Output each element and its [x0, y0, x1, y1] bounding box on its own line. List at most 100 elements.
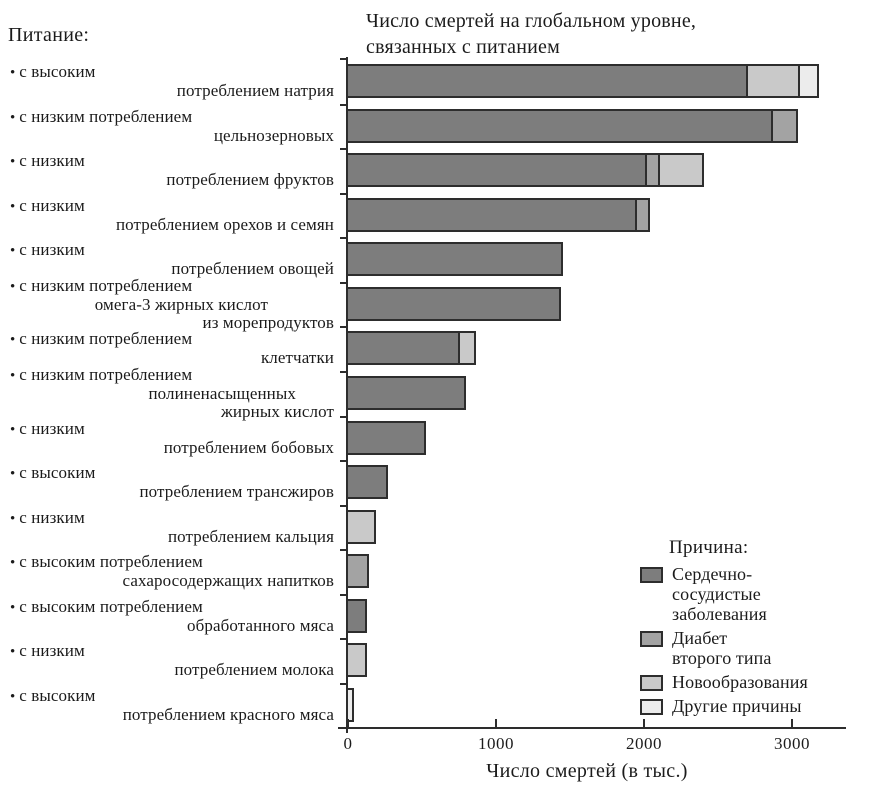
bar-segment — [635, 198, 650, 232]
y-axis-tick — [340, 594, 348, 596]
bar-row — [346, 643, 367, 677]
category-label-line: обработанного мяса — [187, 616, 334, 635]
bar-segment — [346, 554, 369, 588]
legend-swatch — [640, 631, 663, 647]
bar-segment — [346, 287, 561, 321]
chart-title: Число смертей на глобальном уровне, связ… — [366, 8, 866, 60]
x-axis-tick — [495, 719, 497, 727]
bar-segment — [346, 643, 367, 677]
legend-swatch — [640, 567, 663, 583]
y-axis-tick — [340, 282, 348, 284]
bar-row — [346, 242, 563, 276]
category-label-line: омега-3 жирных кислот — [94, 295, 268, 314]
category-label-line: жирных кислот — [220, 402, 334, 421]
bar-segment — [346, 109, 773, 143]
bar-row — [346, 153, 704, 187]
category-label-line: сахаросодержащих напитков — [122, 571, 334, 590]
legend-item: Сердечно- сосудистые заболевания — [640, 564, 865, 624]
y-axis-tick — [340, 460, 348, 462]
x-axis-tick — [791, 719, 793, 727]
legend-item: Новообразования — [640, 672, 865, 692]
category-label: с низким потреблениемполиненасыщенныхжир… — [0, 366, 340, 421]
legend-item: Диабет второго типа — [640, 628, 865, 668]
bar-segment — [346, 688, 354, 722]
category-label-line: с низким — [0, 197, 340, 216]
x-axis-tick-label: 2000 — [626, 734, 662, 753]
bar-row — [346, 421, 426, 455]
bar-row — [346, 465, 388, 499]
legend-item-label: Сердечно- сосудистые заболевания — [672, 564, 767, 624]
category-label-line: с высоким потреблением — [0, 598, 340, 617]
bar-segment — [346, 331, 460, 365]
legend-swatch — [640, 699, 663, 715]
category-label-line: с низким — [0, 152, 340, 171]
y-axis-tick — [340, 148, 348, 150]
x-axis-tick-label: 0 — [343, 734, 353, 753]
legend-swatch — [640, 675, 663, 691]
category-label-line: потреблением красного мяса — [122, 705, 334, 724]
y-axis-tick — [340, 416, 348, 418]
category-label-line: с низким потреблением — [0, 330, 340, 349]
category-label-line: с высоким потреблением — [0, 553, 340, 572]
category-label-line: с низким — [0, 420, 340, 439]
bar-segment — [346, 64, 748, 98]
y-axis-tick — [340, 371, 348, 373]
bar-segment — [771, 109, 798, 143]
bar-row — [346, 510, 376, 544]
bar-segment — [346, 198, 637, 232]
bar-row — [346, 376, 466, 410]
category-label-line: с низким потреблением — [0, 277, 340, 296]
category-label-line: потреблением фруктов — [166, 170, 334, 189]
legend-item: Другие причины — [640, 696, 865, 716]
chart-title-line2: связанных с питанием — [366, 36, 560, 58]
bar-segment — [746, 64, 800, 98]
x-axis-line — [338, 727, 846, 729]
category-label-line: из морепродуктов — [202, 313, 334, 332]
category-label-line: потреблением трансжиров — [139, 482, 334, 501]
x-axis-label: Число смертей (в тыс.) — [486, 760, 688, 782]
y-axis-tick — [340, 237, 348, 239]
y-axis-tick — [340, 58, 348, 60]
bar-segment — [458, 331, 476, 365]
bar-row — [346, 554, 369, 588]
bar-segment — [346, 599, 367, 633]
legend-item-label: Диабет второго типа — [672, 628, 772, 668]
y-axis-title: Питание: — [8, 24, 90, 46]
category-label-line: потреблением бобовых — [163, 438, 334, 457]
x-axis-tick-label: 3000 — [774, 734, 810, 753]
category-label-line: с высоким — [0, 63, 340, 82]
category-label-line: потреблением овощей — [171, 259, 334, 278]
bar-segment — [346, 376, 466, 410]
legend-item-label: Новообразования — [672, 672, 808, 692]
category-label-line: потреблением орехов и семян — [115, 215, 334, 234]
bar-row — [346, 64, 819, 98]
category-label-line: с низким потреблением — [0, 108, 340, 127]
category-label-line: клетчатки — [260, 348, 334, 367]
bar-row — [346, 331, 476, 365]
bar-segment — [798, 64, 819, 98]
category-label-line: цельнозерновых — [213, 126, 334, 145]
bar-segment — [346, 421, 426, 455]
legend-item-label: Другие причины — [672, 696, 802, 716]
bar-segment — [346, 465, 388, 499]
category-label-line: с низким — [0, 241, 340, 260]
category-label-line: с низким — [0, 509, 340, 528]
bar-row — [346, 688, 354, 722]
x-axis-tick-label: 1000 — [478, 734, 514, 753]
category-label-line: с высоким — [0, 464, 340, 483]
